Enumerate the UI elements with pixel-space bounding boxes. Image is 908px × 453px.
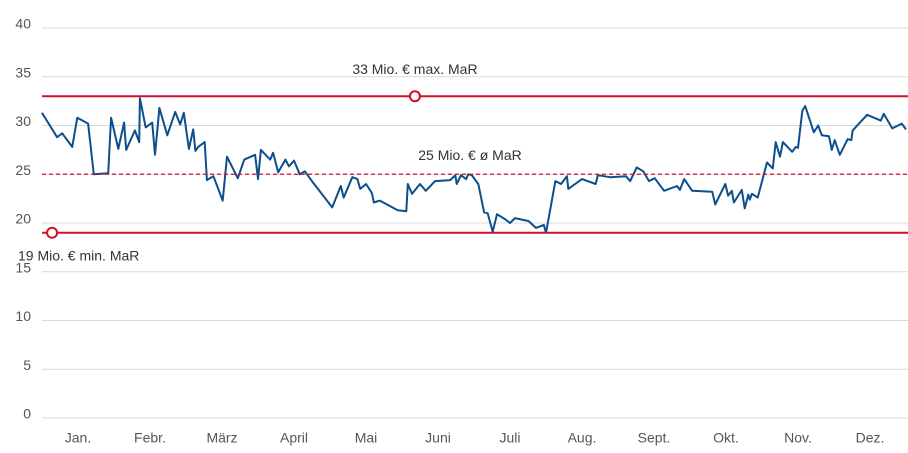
- x-tick-label: Nov.: [784, 430, 812, 446]
- reference-label: 33 Mio. € max. MaR: [352, 61, 477, 77]
- y-tick-label: 15: [15, 259, 31, 275]
- x-tick-label: Jan.: [65, 430, 91, 446]
- x-tick-label: Juli: [499, 430, 520, 446]
- y-tick-label: 20: [15, 211, 31, 227]
- data-line: [41, 97, 907, 234]
- y-tick-label: 35: [15, 64, 31, 80]
- x-tick-label: Aug.: [568, 430, 597, 446]
- x-tick-label: Sept.: [638, 430, 671, 446]
- x-tick-label: Mai: [355, 430, 378, 446]
- x-tick-label: Febr.: [134, 430, 166, 446]
- x-tick-label: Dez.: [856, 430, 885, 446]
- reference-label: 19 Mio. € min. MaR: [18, 247, 139, 263]
- x-tick-label: März: [206, 430, 237, 446]
- x-tick-label: April: [280, 430, 308, 446]
- x-tick-label: Okt.: [713, 430, 739, 446]
- y-tick-label: 10: [15, 308, 31, 324]
- reference-label: 25 Mio. € ø MaR: [418, 147, 521, 163]
- reference-marker: [408, 90, 421, 103]
- y-tick-label: 30: [15, 113, 31, 129]
- y-tick-label: 5: [23, 357, 31, 373]
- reference-marker: [46, 226, 59, 239]
- y-tick-label: 40: [15, 16, 31, 32]
- x-tick-label: Juni: [425, 430, 451, 446]
- y-tick-label: 0: [23, 406, 31, 422]
- y-tick-label: 25: [15, 162, 31, 178]
